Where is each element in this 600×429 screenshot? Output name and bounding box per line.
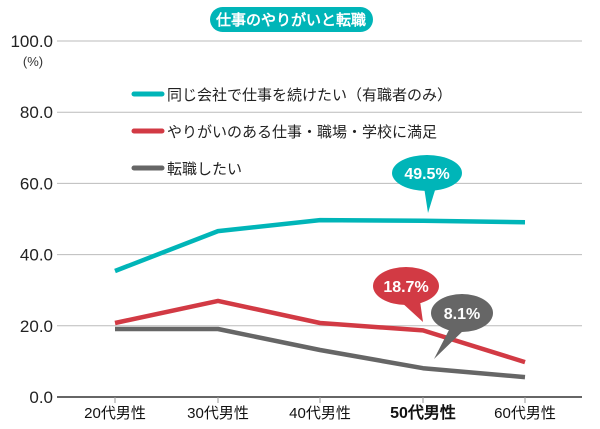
callout-tail xyxy=(434,328,466,359)
callout-bubble xyxy=(431,294,493,332)
legend-label: 転職したい xyxy=(167,161,242,178)
y-tick-label: 0.0 xyxy=(29,388,53,407)
y-axis-unit: (%) xyxy=(23,54,43,69)
y-tick-label: 40.0 xyxy=(20,246,53,265)
chart-title: 仕事のやりがいと転職 xyxy=(215,11,366,29)
x-tick-label: 20代男性 xyxy=(84,405,146,422)
callout-tail xyxy=(400,301,423,322)
series-line xyxy=(115,326,526,380)
x-tick-label: 60代男性 xyxy=(494,405,556,422)
y-tick-label: 60.0 xyxy=(20,174,53,193)
y-tick-label: 80.0 xyxy=(20,103,53,122)
y-tick-label: 20.0 xyxy=(20,317,53,336)
callout-tail xyxy=(424,187,436,213)
series-line xyxy=(114,217,526,274)
callout-label: 18.7% xyxy=(383,279,428,296)
callout-bubble xyxy=(392,155,462,191)
x-tick-label: 40代男性 xyxy=(289,405,351,422)
title-pill xyxy=(210,7,373,32)
callout-label: 49.5% xyxy=(404,166,449,183)
callout-bubble xyxy=(373,267,439,305)
x-tick-label: 30代男性 xyxy=(187,405,249,422)
legend-label: やりがいのある仕事・職場・学校に満足 xyxy=(167,124,437,141)
callout-label: 8.1% xyxy=(444,306,480,323)
y-tick-label: 100.0 xyxy=(10,32,53,51)
x-tick-label: 50代男性 xyxy=(390,403,456,422)
legend-label: 同じ会社で仕事を続けたい（有職者のみ） xyxy=(167,87,452,104)
